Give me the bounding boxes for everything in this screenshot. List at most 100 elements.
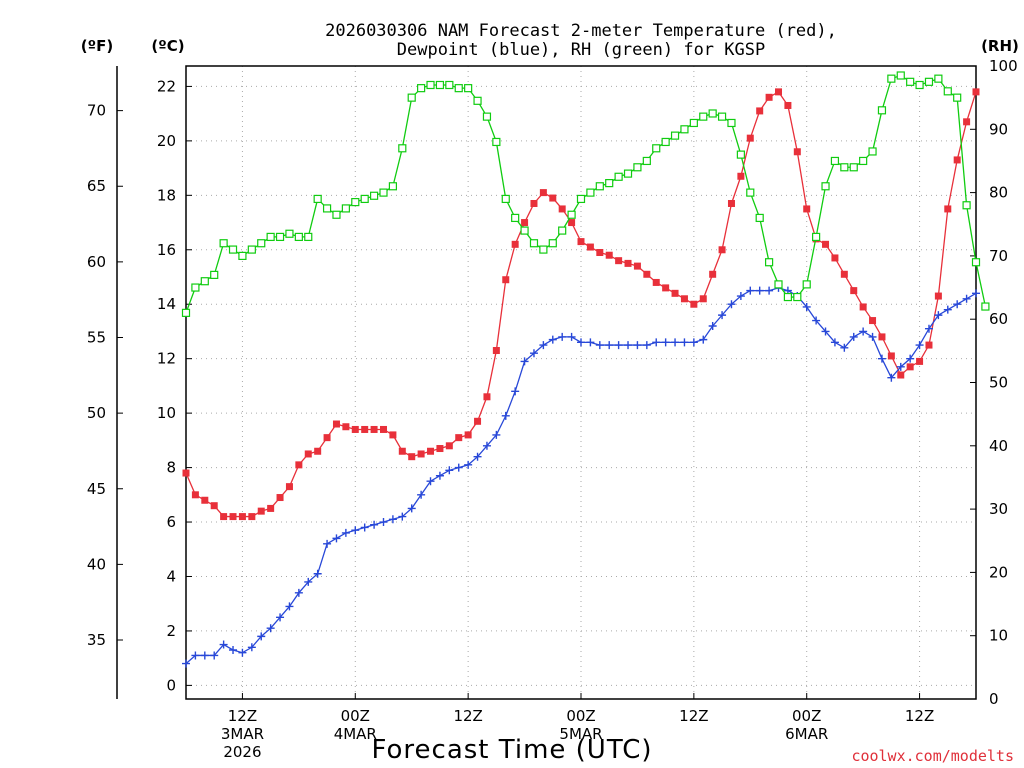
temperature-point [323,434,331,442]
rh-point [539,245,548,254]
rh-point [755,213,764,223]
rh-point [200,277,209,286]
temperature-point [417,450,425,458]
rh-point [492,137,501,147]
dewpoint-point [266,624,275,633]
time-tick-label: 00Z [792,707,821,725]
rh-point [783,292,793,302]
temperature-point [257,507,265,515]
dewpoint-point [445,466,454,475]
celsius-tick-label: 16 [157,241,176,259]
dewpoint-point [567,332,576,341]
fahrenheit-unit-label: (ºF) [81,37,113,55]
dewpoint-point [407,504,416,513]
dewpoint-point [727,300,736,309]
rh-point [257,239,266,248]
rh-point [708,109,717,118]
source-credit: coolwx.com/modelts [851,747,1014,765]
temperature-point [464,431,472,439]
rh-point [595,182,604,191]
time-tick-label: 00Z [566,707,595,725]
rh-point [981,302,990,311]
rh-point [652,144,661,153]
plot-frame [185,65,977,700]
dewpoint-point [304,577,313,586]
temperature-point [925,341,933,349]
series-dewpoint [182,283,980,668]
rh-point [435,80,445,90]
time-tick-label: 00Z [341,707,370,725]
celsius-tick-label: 20 [157,132,176,150]
rh-point [943,87,952,96]
rh-point [369,191,379,200]
fahrenheit-tick-label: 50 [87,404,106,422]
series-2-meter-temperature [182,88,980,521]
rh-point [238,251,247,260]
rh-point [924,77,934,86]
rh-point [670,131,680,140]
dewpoint-point [699,335,708,344]
temperature-point [963,118,971,126]
rh-point [614,172,623,181]
dewpoint-point [718,311,727,320]
temperature-point [897,371,905,379]
temperature-point [869,317,877,325]
dewpoint-point [473,452,482,461]
temperature-point [615,257,623,265]
rh-point [511,213,520,223]
rh-point [341,204,350,213]
temperature-point [586,243,594,251]
dewpoint-point [210,651,219,660]
dewpoint-point [661,338,670,347]
rh-tick-label: 60 [989,310,1008,328]
rh-point [934,74,943,83]
dewpoint-point [746,286,755,295]
dewpoint-point [351,526,360,535]
grid-lines [186,66,976,699]
rh-point [219,239,228,248]
rh-point [304,232,313,242]
temperature-point [229,513,237,521]
rh-point [417,84,426,93]
dewpoint-point [341,528,350,537]
rh-point [388,182,398,191]
fahrenheit-tick-label: 55 [87,329,106,347]
rh-point [633,163,642,172]
temperature-point [850,287,858,295]
temperature-point [577,238,585,246]
dewpoint-point [708,322,717,331]
rh-tick-label: 100 [989,57,1018,75]
temperature-point [643,270,651,278]
dewpoint-point [849,332,858,341]
rh-point [464,84,473,93]
series-rh [181,71,990,317]
fahrenheit-tick-label: 45 [87,480,106,498]
celsius-tick-label: 22 [157,77,176,95]
dewpoint-point [454,463,463,472]
dewpoint-point [614,341,623,350]
rh-point [680,125,689,134]
time-tick-label: 6MAR [785,725,828,743]
rh-point [877,106,887,115]
x-axis-title: Forecast Time (UTC) [371,735,652,765]
temperature-point [398,447,406,455]
series-line [185,74,987,314]
celsius-tick-label: 4 [166,567,176,585]
temperature-point [549,194,557,202]
temperature-point [539,189,547,197]
rh-point [953,93,962,102]
dewpoint-point [624,341,633,350]
temperature-point [351,425,359,433]
chart-title-line2: Dewpoint (blue), RH (green) for KGSP [397,40,765,60]
temperature-point [624,259,632,267]
rh-point [727,118,736,128]
dewpoint-point [332,534,341,543]
temperature-point [276,494,284,502]
temperature-point [727,199,735,207]
celsius-tick-label: 2 [166,622,176,640]
rh-point [840,163,849,172]
rh-point [294,232,303,242]
dewpoint-point [238,648,247,657]
celsius-tick-label: 18 [157,186,176,204]
temperature-point [887,352,895,360]
